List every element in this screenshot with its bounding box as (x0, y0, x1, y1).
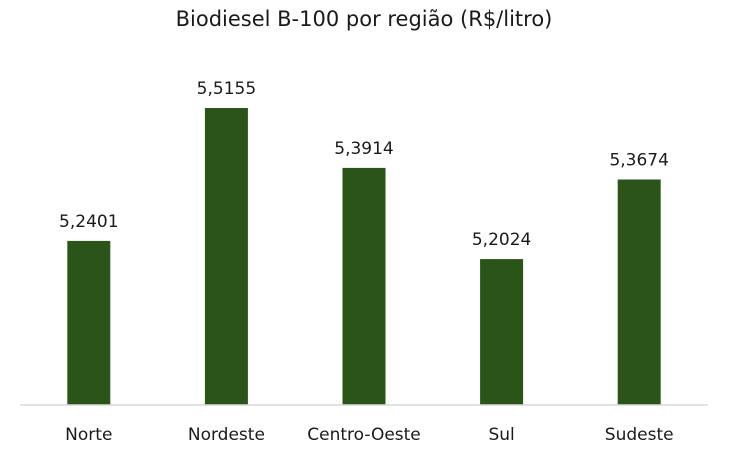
data-label-sul: 5,2024 (472, 230, 531, 250)
data-label-sudeste: 5,3674 (609, 151, 668, 171)
category-labels-group: Norte Nordeste Centro-Oeste Sul Sudeste (65, 425, 673, 445)
data-label-centro-oeste: 5,3914 (334, 139, 393, 159)
data-label-norte: 5,2401 (59, 212, 118, 232)
data-label-nordeste: 5,5155 (197, 79, 256, 99)
category-label-centro-oeste: Centro-Oeste (307, 425, 421, 445)
bar-sul (480, 259, 524, 405)
bar-nordeste (204, 108, 248, 405)
category-label-sul: Sul (488, 425, 514, 445)
category-label-nordeste: Nordeste (188, 425, 265, 445)
chart-title: Biodiesel B-100 por região (R$/litro) (176, 7, 553, 31)
bars-group (67, 108, 661, 405)
bar-centro-oeste (342, 167, 386, 405)
category-label-norte: Norte (65, 425, 112, 445)
data-labels-group: 5,2401 5,5155 5,3914 5,2024 5,3674 (59, 79, 669, 250)
bar-sudeste (617, 179, 661, 405)
category-label-sudeste: Sudeste (605, 425, 674, 445)
bar-norte (67, 240, 111, 405)
